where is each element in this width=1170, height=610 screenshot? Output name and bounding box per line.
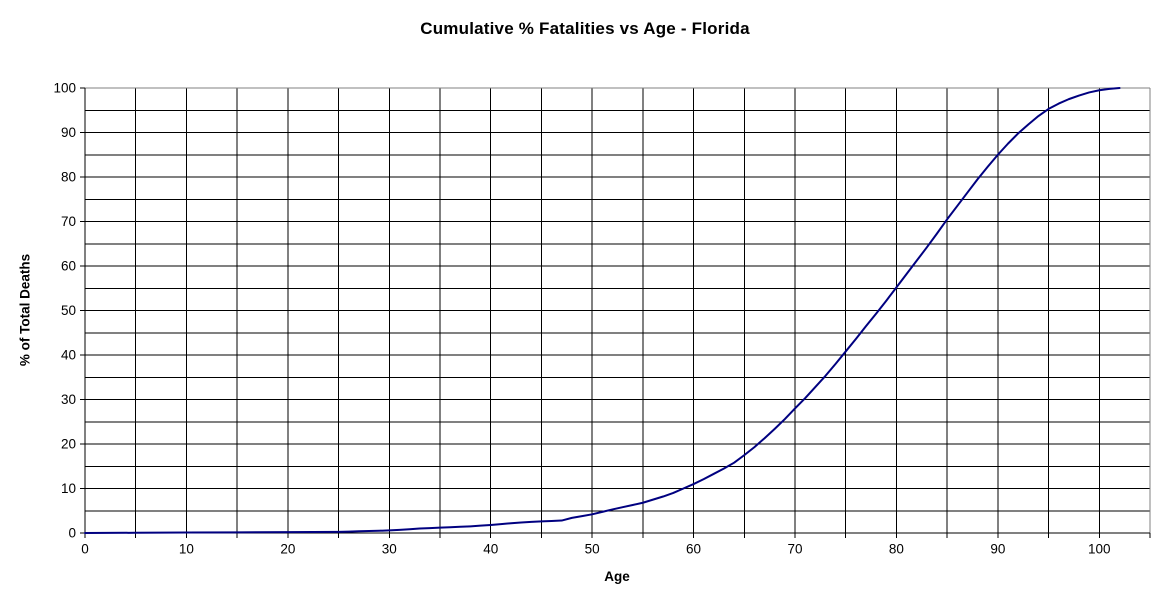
svg-text:30: 30: [382, 542, 397, 557]
svg-text:40: 40: [483, 542, 498, 557]
svg-text:80: 80: [889, 542, 904, 557]
tick-layer: [80, 87, 1151, 538]
tick-label-layer: 0 10 20 30 40 50 60 70 80 90 100 0 10 20 30 40 50 60 70 80 9…: [53, 81, 1110, 557]
svg-text:40: 40: [61, 348, 76, 363]
svg-text:60: 60: [61, 259, 76, 274]
svg-text:0: 0: [68, 526, 76, 541]
svg-text:50: 50: [585, 542, 600, 557]
svg-text:60: 60: [686, 542, 701, 557]
x-axis-title: Age: [604, 569, 630, 584]
svg-text:50: 50: [61, 303, 76, 318]
svg-text:100: 100: [1088, 542, 1111, 557]
fatalities-curve: [84, 87, 1121, 534]
chart-title: Cumulative % Fatalities vs Age - Florida: [420, 19, 750, 38]
svg-text:10: 10: [61, 481, 76, 496]
svg-text:20: 20: [61, 437, 76, 452]
svg-text:90: 90: [990, 542, 1005, 557]
svg-text:0: 0: [81, 542, 89, 557]
gridline-layer: [85, 88, 1150, 533]
svg-text:90: 90: [61, 125, 76, 140]
svg-text:30: 30: [61, 392, 76, 407]
svg-text:100: 100: [53, 81, 76, 96]
svg-text:10: 10: [179, 542, 194, 557]
plot-border-layer: [85, 87, 1151, 533]
svg-text:20: 20: [280, 542, 295, 557]
svg-text:80: 80: [61, 170, 76, 185]
svg-text:70: 70: [787, 542, 802, 557]
svg-text:70: 70: [61, 214, 76, 229]
